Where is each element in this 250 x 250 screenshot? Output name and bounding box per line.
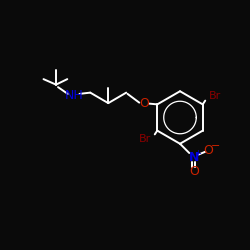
Text: O: O: [203, 144, 213, 157]
Text: O: O: [189, 165, 199, 178]
Text: N: N: [188, 151, 199, 164]
Text: +: +: [194, 148, 202, 158]
Text: Br: Br: [139, 134, 151, 144]
Text: Br: Br: [208, 91, 221, 101]
Text: NH: NH: [65, 89, 84, 102]
Text: −: −: [210, 141, 220, 151]
Text: O: O: [139, 96, 149, 110]
